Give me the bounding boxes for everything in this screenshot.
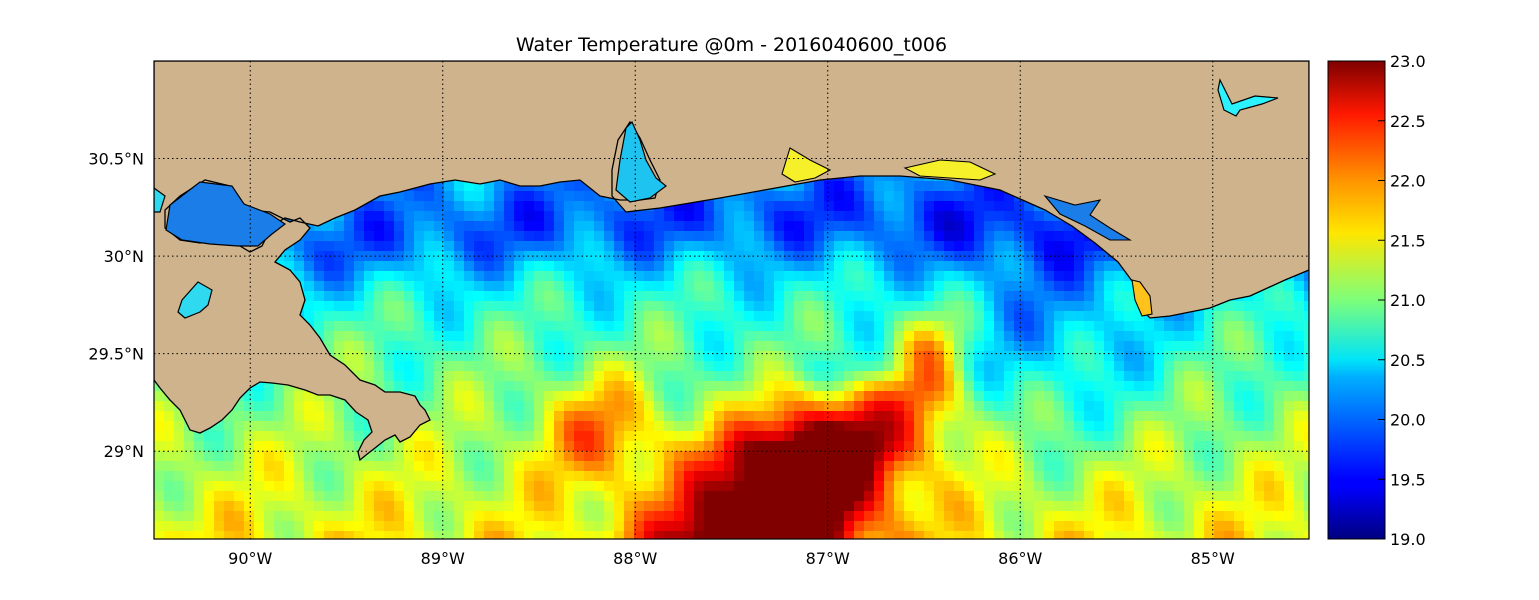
choctawhatchee-bay bbox=[903, 159, 997, 181]
x-tick-label: 87°W bbox=[806, 549, 850, 568]
lake-borgne bbox=[177, 281, 213, 319]
lake-pontchartrain bbox=[165, 181, 287, 247]
x-tick-label: 88°W bbox=[613, 549, 657, 568]
y-tick-label: 29°N bbox=[104, 442, 144, 461]
colorbar-tick-label: 20.5 bbox=[1390, 351, 1426, 370]
y-tick-label: 30.5°N bbox=[88, 150, 144, 169]
map-area bbox=[154, 61, 1309, 539]
mobile-bay bbox=[615, 120, 667, 203]
x-tick-label: 90°W bbox=[228, 549, 272, 568]
x-tick-label: 85°W bbox=[1191, 549, 1235, 568]
colorbar-tick-label: 23.0 bbox=[1390, 52, 1426, 71]
colorbar-tick-label: 21.0 bbox=[1390, 291, 1426, 310]
colorbar: 19.0 19.5 20.0 20.5 21.0 21.5 22.0 22.5 23.0 bbox=[1327, 52, 1426, 549]
colorbar-ticks: 19.0 19.5 20.0 20.5 21.0 21.5 22.0 22.5 23.0 bbox=[1378, 52, 1426, 549]
pensacola-bay bbox=[781, 147, 832, 183]
st-andrew-bay bbox=[1043, 194, 1132, 241]
colorbar-tick-label: 20.0 bbox=[1390, 411, 1426, 430]
y-tick-label: 30°N bbox=[104, 247, 144, 266]
map-title: Water Temperature @0m - 2016040600_t006 bbox=[515, 34, 948, 56]
x-axis-ticks: 90°W 89°W 88°W 87°W 86°W 85°W bbox=[228, 549, 1235, 568]
colorbar-tick-label: 22.5 bbox=[1390, 112, 1426, 131]
colorbar-tick-label: 19.0 bbox=[1390, 530, 1426, 549]
x-tick-label: 89°W bbox=[421, 549, 465, 568]
lake-seminole bbox=[1217, 78, 1279, 117]
y-axis-ticks: 30.5°N 30°N 29.5°N 29°N bbox=[88, 150, 144, 462]
map-frame bbox=[153, 60, 1310, 540]
colorbar-tick-label: 21.5 bbox=[1390, 231, 1426, 250]
colorbar-tick-label: 22.0 bbox=[1390, 172, 1426, 191]
apalachicola-bay bbox=[1131, 279, 1153, 317]
colorbar-gradient bbox=[1327, 60, 1386, 540]
y-tick-label: 29.5°N bbox=[88, 345, 144, 364]
colorbar-tick-label: 19.5 bbox=[1390, 470, 1426, 489]
gridlines bbox=[154, 61, 1309, 539]
lake-west bbox=[154, 187, 166, 213]
x-tick-label: 86°W bbox=[998, 549, 1042, 568]
